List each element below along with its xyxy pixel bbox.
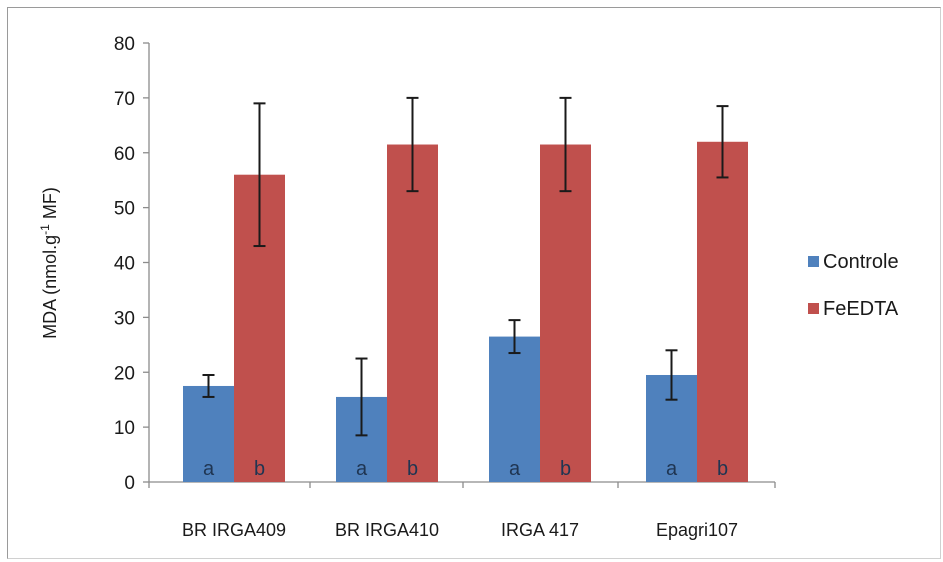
y-tick-label: 40 [114, 254, 135, 275]
significance-letter: a [203, 458, 215, 480]
legend-swatch-controle [808, 256, 819, 267]
x-category-label: Epagri107 [656, 520, 738, 540]
bar-feedta-4 [697, 141, 748, 482]
legend: Controle FeEDTA [808, 251, 899, 320]
bar-feedta-3 [540, 144, 591, 483]
x-category-label: IRGA 417 [501, 520, 579, 540]
bar-controle-1 [183, 385, 234, 482]
y-tick-label: 20 [114, 363, 135, 384]
y-tick-label: 10 [114, 418, 135, 439]
significance-letter: a [356, 458, 368, 480]
x-category-label: BR IRGA409 [182, 520, 286, 540]
legend-label-controle: Controle [823, 251, 899, 273]
legend-label-feedta: FeEDTA [823, 298, 899, 320]
y-axis-label: MDA (nmol.g-1 MF) [38, 187, 60, 339]
y-label-text-end: MF) [40, 187, 60, 224]
y-tick-label: 80 [114, 34, 135, 55]
legend-swatch-feedta [808, 303, 819, 314]
error-bars [202, 96, 729, 437]
significance-letter: a [666, 458, 678, 480]
y-tick-label: 60 [114, 144, 135, 165]
y-tick-label: 0 [124, 473, 135, 494]
y-tick-label: 30 [114, 308, 135, 329]
y-label-text: MDA (nmol.g [40, 235, 60, 339]
x-category-label: BR IRGA410 [335, 520, 439, 540]
bar-controle-3 [489, 336, 540, 482]
bar-feedta-2 [387, 144, 438, 483]
y-tick-label: 50 [114, 199, 135, 220]
tick-labels: 0 10 20 30 40 50 60 70 80 BR IRGA409 BR IRGA410 IRG… [114, 34, 738, 540]
significance-letter: b [254, 458, 265, 480]
significance-letter: b [717, 458, 728, 480]
significance-letter: b [407, 458, 418, 480]
y-label-superscript: -1 [38, 224, 52, 235]
significance-letter: b [560, 458, 571, 480]
bars [183, 141, 748, 483]
chart-frame: a b a b a b a b 0 10 20 30 40 50 60 70 80 BR IRGA409 BR I… [7, 7, 941, 559]
y-tick-label: 70 [114, 89, 135, 110]
bar-chart: a b a b a b a b 0 10 20 30 40 50 60 70 80 BR IRGA409 BR I… [38, 34, 899, 540]
significance-letter: a [509, 458, 521, 480]
